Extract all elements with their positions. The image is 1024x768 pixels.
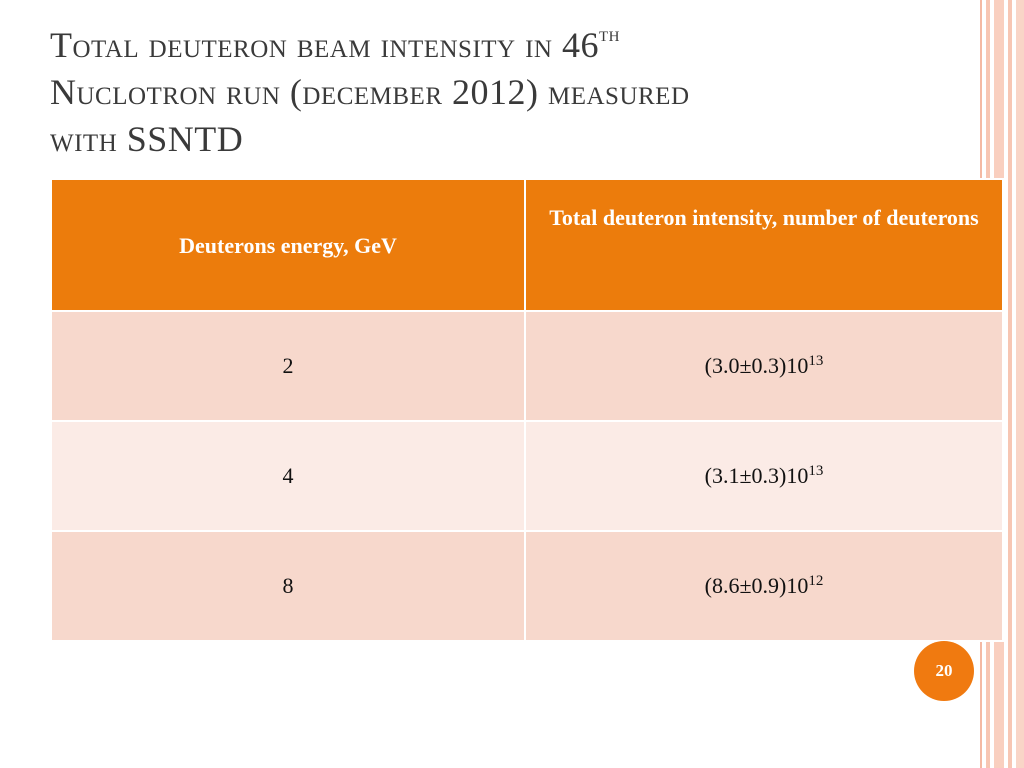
page-number-badge: 20 xyxy=(914,641,974,701)
table-row: 8 (8.6±0.9)1012 xyxy=(50,530,1004,642)
cell-intensity: (3.0±0.3)1013 xyxy=(524,310,1004,422)
title-superscript: th xyxy=(598,21,620,46)
title-line-1: Total deuteron beam intensity in 46th xyxy=(50,21,620,66)
slide-title: Total deuteron beam intensity in 46th Nu… xyxy=(50,22,950,163)
table-row: 4 (3.1±0.3)1013 xyxy=(50,420,1004,532)
table-row: 2 (3.0±0.3)1013 xyxy=(50,310,1004,422)
intensity-table: Deuterons energy, GeV Total deuteron int… xyxy=(50,178,1004,642)
title-line-2: Nuclotron run (december 2012) measured xyxy=(50,72,690,112)
header-intensity: Total deuteron intensity, number of deut… xyxy=(524,178,1004,312)
stripe xyxy=(1008,0,1012,768)
cell-intensity: (3.1±0.3)1013 xyxy=(524,420,1004,532)
cell-energy: 8 xyxy=(50,530,526,642)
cell-intensity: (8.6±0.9)1012 xyxy=(524,530,1004,642)
cell-energy: 4 xyxy=(50,420,526,532)
stripe xyxy=(1016,0,1024,768)
table-header-row: Deuterons energy, GeV Total deuteron int… xyxy=(50,178,1004,312)
header-energy: Deuterons energy, GeV xyxy=(50,178,526,312)
title-line-3: with SSNTD xyxy=(50,119,244,159)
cell-energy: 2 xyxy=(50,310,526,422)
